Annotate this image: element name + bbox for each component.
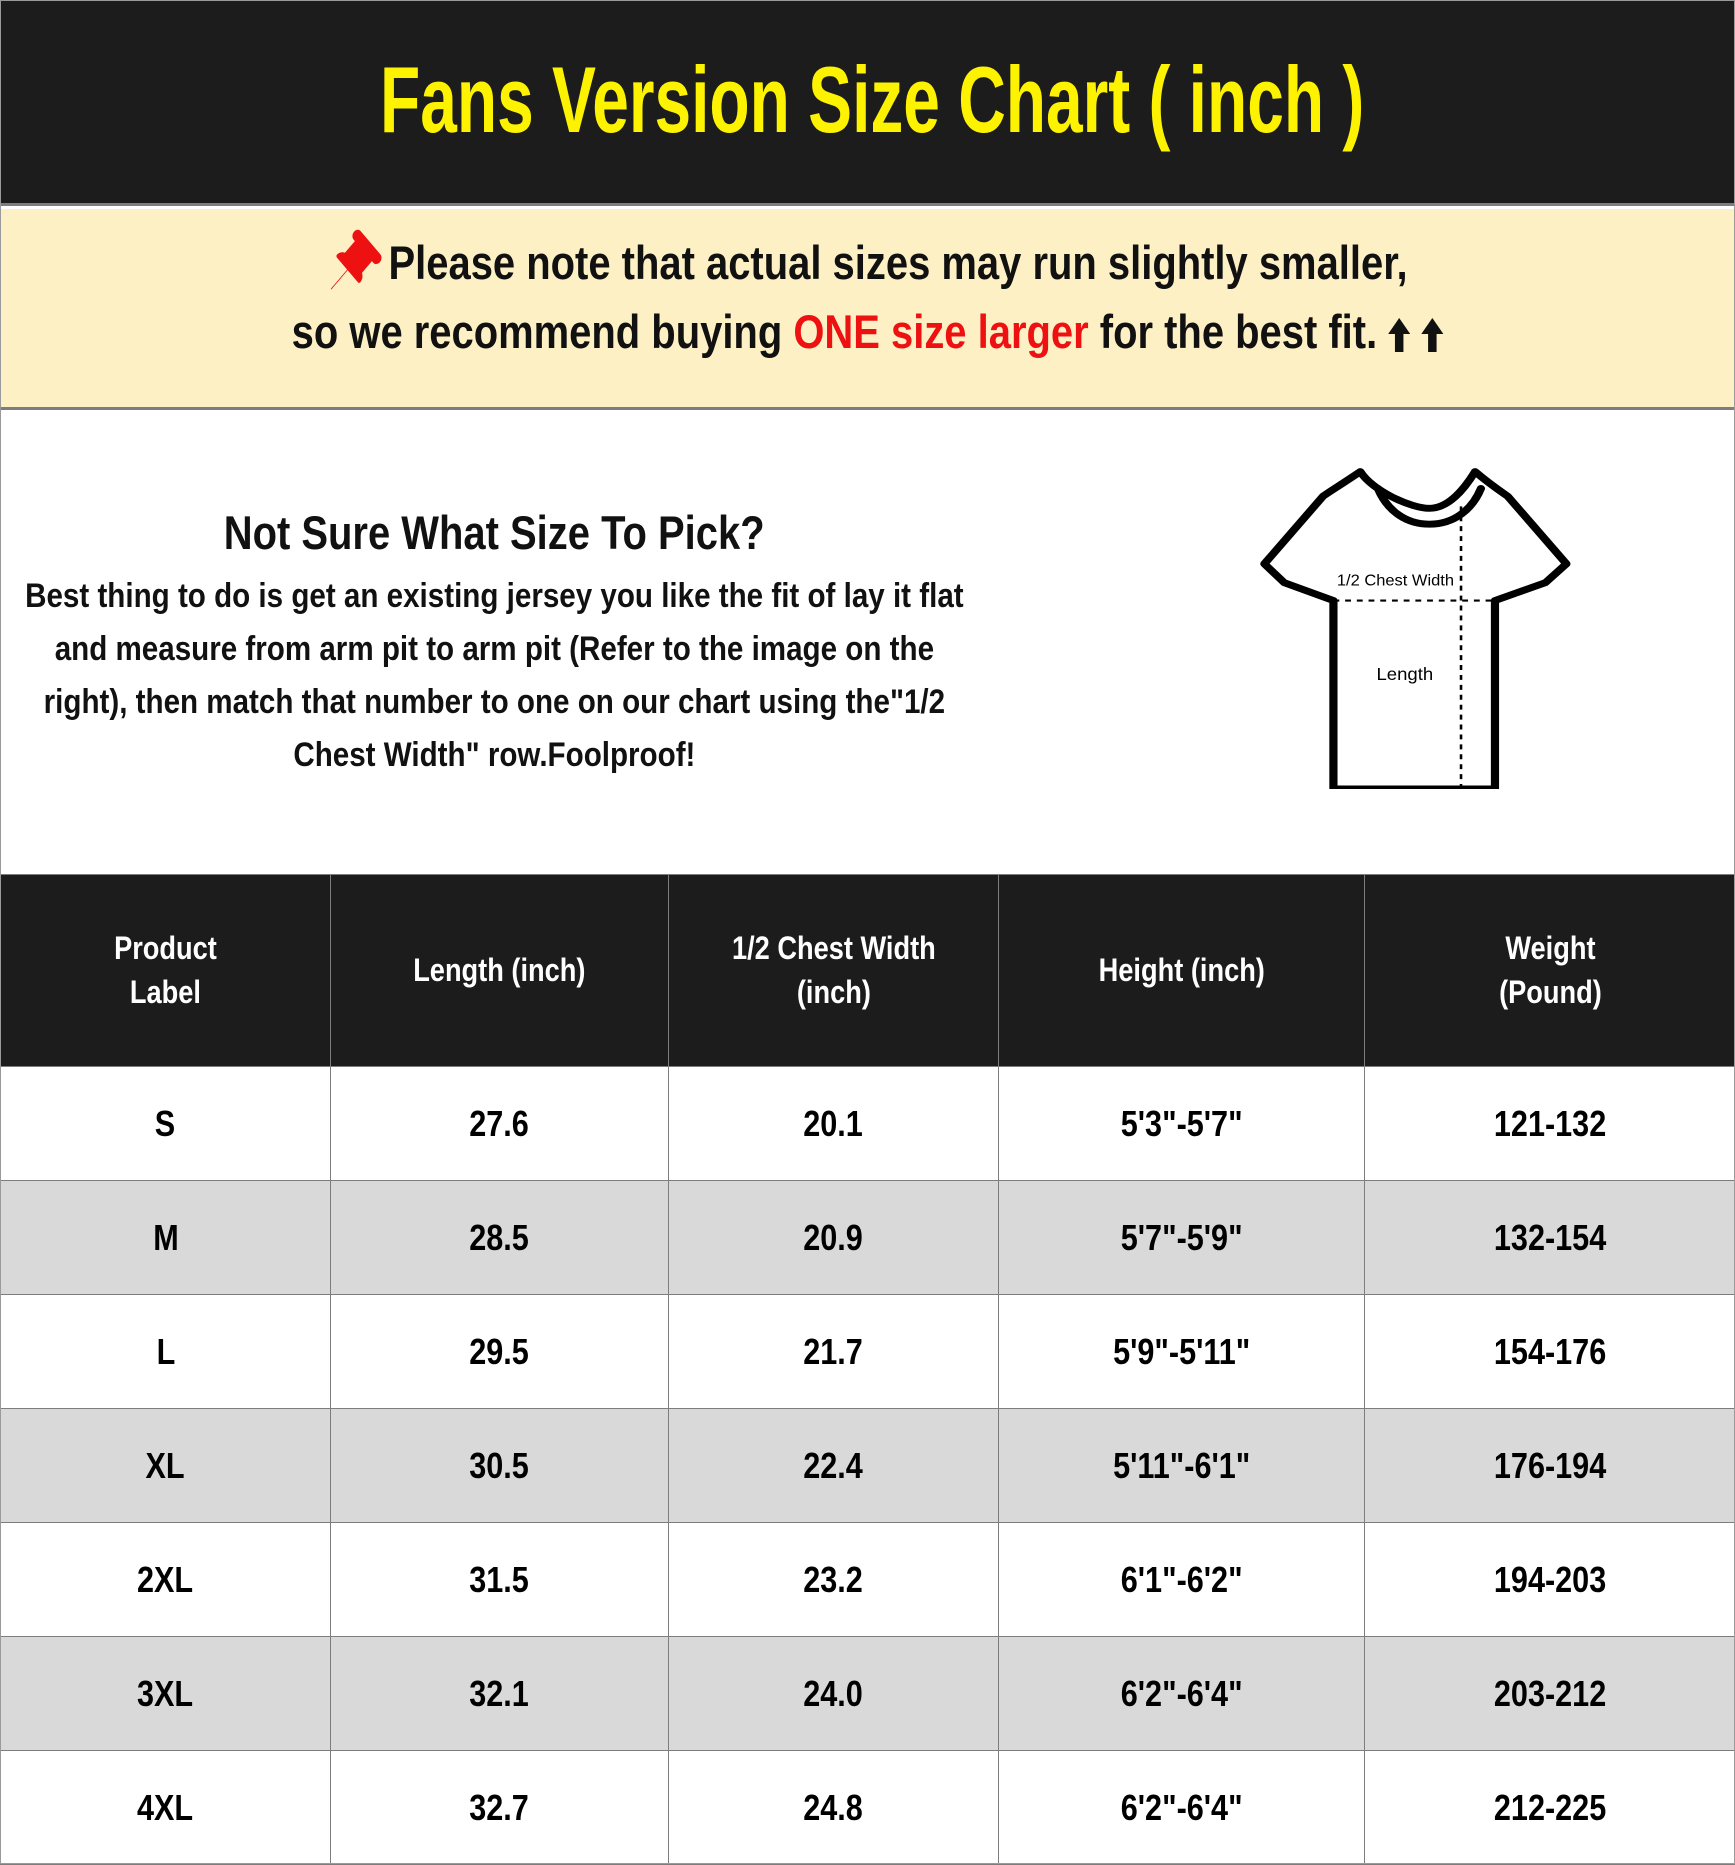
svg-text:Length: Length bbox=[1376, 664, 1433, 684]
svg-text:1/2 Chest Width: 1/2 Chest Width bbox=[1337, 572, 1454, 590]
